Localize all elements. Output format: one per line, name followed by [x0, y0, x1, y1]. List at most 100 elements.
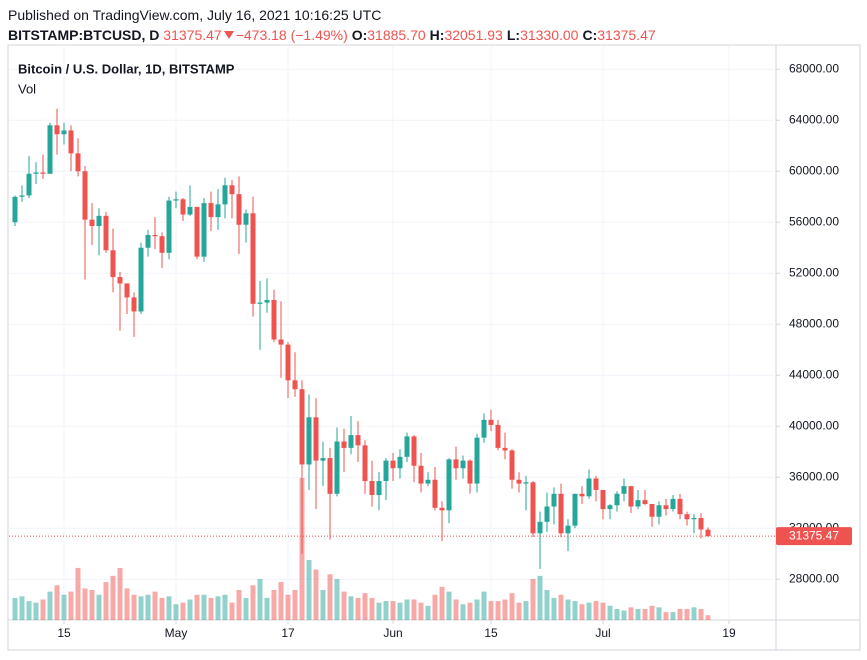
- volume-bar: [124, 588, 130, 620]
- volume-bar: [397, 602, 403, 620]
- chart-frame: [7, 44, 861, 651]
- candle-body: [187, 206, 193, 215]
- volume-bar: [278, 582, 284, 620]
- candle-body: [271, 299, 277, 340]
- volume-bar: [145, 594, 151, 620]
- candle-body: [320, 458, 326, 461]
- candle-body: [47, 125, 53, 174]
- volume-bar: [313, 569, 319, 620]
- candle-body: [579, 493, 585, 497]
- volume-bar: [656, 607, 662, 620]
- volume-bar: [236, 590, 242, 620]
- volume-bar: [593, 601, 599, 620]
- header: Published on TradingView.com, July 16, 2…: [8, 5, 660, 45]
- volume-bar: [222, 594, 228, 620]
- volume-bar: [649, 605, 655, 620]
- y-tick-label: 40000.00: [789, 418, 839, 432]
- candle-body: [509, 450, 515, 480]
- candle-body: [628, 486, 634, 507]
- volume-bar: [341, 591, 347, 620]
- candle-body: [103, 215, 109, 251]
- volume-bar: [460, 604, 466, 620]
- chart-title: Bitcoin / U.S. Dollar, 1D, BITSTAMP: [18, 61, 235, 76]
- ohlc-key: C:: [582, 27, 598, 43]
- candle-body: [698, 518, 704, 530]
- candle-body: [208, 203, 214, 218]
- volume-bar: [187, 599, 193, 620]
- candle-body: [614, 493, 620, 506]
- volume-bar: [327, 574, 333, 620]
- volume-bar: [180, 602, 186, 620]
- candle-body: [369, 481, 375, 496]
- y-tick-label: 68000.00: [789, 61, 839, 75]
- volume-bar: [82, 588, 88, 620]
- volume-bar: [530, 578, 536, 620]
- grid: [9, 46, 776, 620]
- candle-body: [607, 505, 613, 510]
- candle-body: [663, 505, 669, 510]
- volume-bar: [194, 594, 200, 620]
- volume-bar: [334, 578, 340, 620]
- candle-body: [530, 482, 536, 534]
- y-tick-label: 64000.00: [789, 112, 839, 126]
- candle-body: [117, 277, 123, 284]
- volume-bar: [383, 601, 389, 620]
- volume-bar: [481, 591, 487, 620]
- candle-body: [453, 459, 459, 469]
- volume-bar: [173, 604, 179, 620]
- volume-bar: [691, 607, 697, 620]
- volume-bar: [348, 596, 354, 620]
- candle-body: [229, 185, 235, 195]
- x-tick-label: 19: [722, 626, 736, 640]
- candle-body: [201, 203, 207, 257]
- candle-body: [376, 481, 382, 496]
- candle-body: [635, 500, 641, 507]
- volume-bar: [474, 599, 480, 620]
- volume-bar: [621, 610, 627, 620]
- volume-label: Vol: [18, 81, 36, 96]
- volume-bar: [502, 599, 508, 620]
- candle-body: [250, 213, 256, 304]
- candle-body: [264, 299, 270, 303]
- volume-bar: [40, 599, 46, 620]
- volume-bar: [439, 586, 445, 620]
- candle-body: [355, 435, 361, 446]
- candle-body: [54, 125, 60, 135]
- volume-bar: [523, 601, 529, 620]
- y-tick-label: 56000.00: [789, 214, 839, 228]
- volume-bar: [75, 567, 81, 620]
- y-tick-label: 36000.00: [789, 469, 839, 483]
- candle-body: [222, 185, 228, 205]
- volume-bar: [306, 560, 312, 620]
- candle-body: [215, 204, 221, 218]
- volume-bar: [509, 593, 515, 620]
- volume-bar: [635, 608, 641, 620]
- candle-body: [313, 417, 319, 461]
- volume-bar: [607, 605, 613, 620]
- volume-bar: [677, 608, 683, 620]
- x-tick-label: May: [165, 626, 188, 640]
- volume-bar: [376, 602, 382, 620]
- volume-bar: [250, 585, 256, 620]
- volume-bar: [544, 590, 550, 620]
- volume-bar: [600, 602, 606, 620]
- candle-body: [439, 507, 445, 511]
- candle-body: [341, 441, 347, 448]
- candle-body: [502, 447, 508, 451]
- candle-body: [194, 206, 200, 257]
- candle-body: [684, 514, 690, 520]
- volume-bar: [586, 602, 592, 620]
- volume-bar: [362, 593, 368, 620]
- candle-body: [390, 460, 396, 469]
- candle-body: [593, 478, 599, 490]
- volume-bar: [110, 575, 116, 620]
- volume-bar: [103, 582, 109, 620]
- volume-bar: [572, 601, 578, 620]
- candle-body: [558, 493, 564, 534]
- down-arrow: [223, 31, 234, 39]
- ohlc-value: 31375.47: [597, 27, 656, 43]
- candle-body: [670, 498, 676, 510]
- quote-line: BITSTAMP:BTCUSD, D 31375.47 −473.18 (−1.4…: [8, 25, 660, 45]
- volume-bar: [579, 604, 585, 620]
